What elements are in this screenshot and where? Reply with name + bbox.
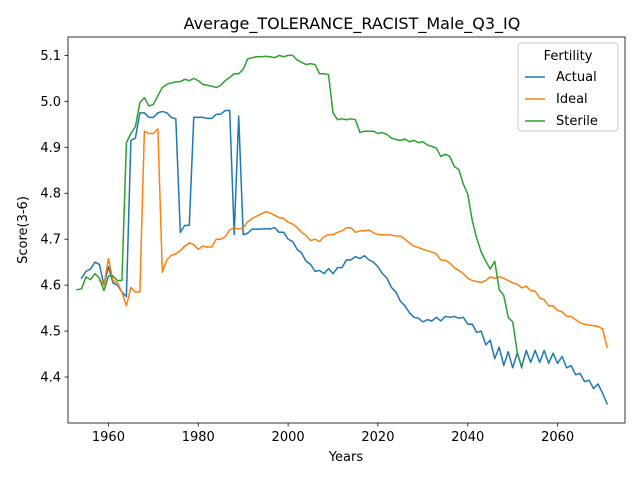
x-tick-label: 2040 xyxy=(451,430,484,445)
x-tick-label: 1980 xyxy=(182,430,215,445)
y-tick-label: 4.6 xyxy=(40,279,61,294)
legend-box xyxy=(517,42,619,132)
chart-title: Average_TOLERANCE_RACIST_Male_Q3_IQ xyxy=(184,14,521,34)
x-tick-label: 2060 xyxy=(541,430,574,445)
legend-items: Actual Ideal Sterile xyxy=(525,70,598,129)
x-tick-label: 1960 xyxy=(92,430,125,445)
y-tick-label: 4.8 xyxy=(40,187,61,202)
legend: Fertility Actual Ideal Sterile xyxy=(517,42,619,132)
x-tick-label: 2000 xyxy=(272,430,305,445)
y-tick-label: 4.4 xyxy=(40,371,61,386)
y-tick-label: 4.9 xyxy=(40,141,61,156)
x-axis-label: Years xyxy=(328,450,364,465)
y-tick-label: 4.7 xyxy=(40,233,61,248)
legend-label-ideal: Ideal xyxy=(556,92,588,107)
legend-label-actual: Actual xyxy=(556,70,597,85)
plot-frame xyxy=(67,36,626,424)
y-axis-label: Score(3-6) xyxy=(16,196,31,264)
y-tick-label: 5.1 xyxy=(40,49,61,64)
series-layer xyxy=(76,54,609,405)
series-line-ideal xyxy=(98,128,608,349)
y-tick-label: 5.0 xyxy=(40,95,61,110)
y-tick-label: 4.5 xyxy=(40,325,61,340)
legend-title: Fertility xyxy=(544,49,593,64)
axes-layer: 1960 1980 2000 2020 2040 2060 4.4 4.5 4.6 4.7 4.8 4… xyxy=(40,36,626,445)
x-tick-label: 2020 xyxy=(361,430,394,445)
series-line-sterile xyxy=(76,54,523,369)
legend-label-sterile: Sterile xyxy=(556,114,598,129)
